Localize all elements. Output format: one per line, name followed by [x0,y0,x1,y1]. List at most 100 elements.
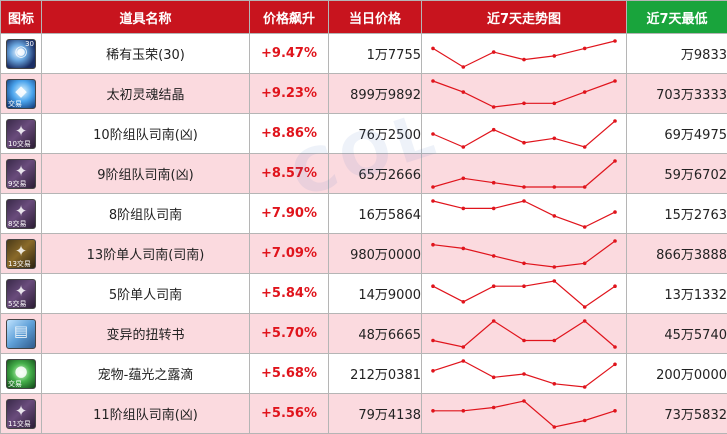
header-price-rise[interactable]: 价格飙升 [249,0,329,34]
trend-point-day-1 [431,198,435,203]
header-item-name[interactable]: 道具名称 [41,0,250,34]
trend-point-day-1 [431,184,435,189]
icon-trade-tag: 交易 [8,379,22,388]
icon-glyph: ✦ [14,401,28,420]
trend-line [432,39,616,68]
item-name[interactable]: 13阶单人司南(司南) [41,233,250,274]
item-icon-cell: ✦ 11交易 [0,393,42,434]
item-name[interactable]: 5阶单人司南 [41,273,250,314]
table-row[interactable]: ✦ 9交易 9阶组队司南(凶) +8.57% 65万2666 59万6702 [0,153,727,194]
trend-point-day-7 [613,283,617,288]
icon-glyph: ◆ [15,81,27,100]
item-name[interactable]: 8阶组队司南 [41,193,250,234]
item-icon-cell: ✦ 5交易 [0,273,42,314]
item-name[interactable]: 9阶组队司南(凶) [41,153,250,194]
today-price: 212万0381 [328,353,422,394]
table-row[interactable]: ◉ 30 稀有玉荣(30) +9.47% 1万7755 万9833 [0,33,727,74]
trend-point-day-2 [461,299,466,304]
trend-sparkline-cell [421,113,627,154]
header-7day-low[interactable]: 近7天最低 [626,0,727,34]
item-name[interactable]: 变异的扭转书 [41,313,250,354]
icon-trade-tag: 交易 [8,99,22,108]
trend-point-day-6 [582,224,587,229]
trend-point-day-5 [552,381,557,386]
item-name[interactable]: 稀有玉荣(30) [41,33,250,74]
trend-point-day-1 [431,242,435,246]
trend-point-day-4 [522,140,526,144]
table-row[interactable]: ◆ 交易 太初灵魂结晶 +9.23% 899万9892 703万3333 [0,73,727,114]
trend-point-day-4 [522,101,526,105]
today-price: 899万9892 [328,73,422,114]
trend-point-day-3 [491,180,496,184]
icon-glyph: ▤ [13,321,29,340]
trend-sparkline-cell [421,393,627,434]
item-name[interactable]: 太初灵魂结晶 [41,73,250,114]
item-icon-cell: ▤ [0,313,42,354]
trend-point-day-3 [491,206,496,210]
item-icon-cell: ◉ 30 [0,33,42,74]
trend-sparkline-cell [421,33,627,74]
item-icon-cell: ◆ 交易 [0,73,42,114]
trend-point-day-1 [431,131,435,136]
trend-point-day-2 [461,358,466,363]
trend-point-day-7 [613,408,617,413]
item-name[interactable]: 11阶组队司南(凶) [41,393,250,434]
trend-point-day-3 [491,375,496,379]
map-compass-icon[interactable]: ✦ 11交易 [6,398,36,429]
trend-point-day-7 [613,209,617,214]
item-icon-cell: ✦ 9交易 [0,153,42,194]
table-row[interactable]: ✦ 10交易 10阶组队司南(凶) +8.86% 76万2500 69万4975 [0,113,727,154]
icon-glyph: ✦ [14,161,28,180]
trend-point-day-2 [461,206,466,210]
trend-sparkline [431,358,617,389]
trend-sparkline [431,78,617,109]
trend-point-day-5 [552,278,557,283]
table-row[interactable]: ✦ 8交易 8阶组队司南 +7.90% 16万5864 15万2763 [0,193,727,234]
trend-point-day-5 [552,53,557,58]
trend-sparkline [431,198,617,229]
table-row[interactable]: ● 交易 宠物-蕴光之露滴 +5.68% 212万0381 200万0000 [0,353,727,394]
trend-point-day-5 [552,101,557,105]
table-row[interactable]: ▤ 变异的扭转书 +5.70% 48万6665 45万5740 [0,313,727,354]
map-compass-icon[interactable]: ✦ 9交易 [6,158,36,189]
trend-point-day-5 [552,264,557,269]
trend-point-day-3 [491,283,496,288]
trend-point-day-6 [582,384,587,389]
pet-dew-icon[interactable]: ● 交易 [6,358,36,389]
trend-point-day-2 [461,408,466,413]
trend-point-day-7 [613,118,617,123]
price-rise: +8.86% [249,113,329,154]
map-compass-icon[interactable]: ✦ 5交易 [6,278,36,309]
trend-line [432,319,616,348]
trend-point-day-3 [491,104,496,109]
table-row[interactable]: ✦ 5交易 5阶单人司南 +5.84% 14万9000 13万1332 [0,273,727,314]
soul-crystal-icon[interactable]: ◆ 交易 [6,78,36,109]
seven-day-low: 200万0000 [626,353,727,394]
trend-point-day-6 [582,89,587,94]
book-icon[interactable]: ▤ [6,318,36,349]
trend-point-day-5 [552,184,557,189]
map-compass-icon[interactable]: ✦ 8交易 [6,198,36,229]
table-row[interactable]: ✦ 13交易 13阶单人司南(司南) +7.09% 980万0000 866万3888 [0,233,727,274]
trend-point-day-2 [461,176,466,180]
rare-jade-icon[interactable]: ◉ 30 [6,38,36,69]
trend-point-day-4 [522,261,526,265]
trend-point-day-4 [522,338,526,342]
today-price: 16万5864 [328,193,422,234]
map-compass-icon[interactable]: ✦ 10交易 [6,118,36,149]
trend-sparkline-cell [421,73,627,114]
icon-trade-tag: 10交易 [8,139,31,148]
map-compass-icon-gold[interactable]: ✦ 13交易 [6,238,36,269]
price-rise: +5.84% [249,273,329,314]
table-row[interactable]: ✦ 11交易 11阶组队司南(凶) +5.56% 79万4138 73万5832 [0,393,727,434]
trend-line [432,160,616,188]
trend-point-day-2 [461,144,466,149]
trend-point-day-7 [613,38,617,43]
icon-glyph: ✦ [14,201,28,220]
icon-trade-tag: 9交易 [8,179,27,188]
trend-point-day-4 [522,398,526,403]
trend-point-day-1 [431,78,435,83]
item-name[interactable]: 10阶组队司南(凶) [41,113,250,154]
header-today-price[interactable]: 当日价格 [328,0,422,34]
item-name[interactable]: 宠物-蕴光之露滴 [41,353,250,394]
